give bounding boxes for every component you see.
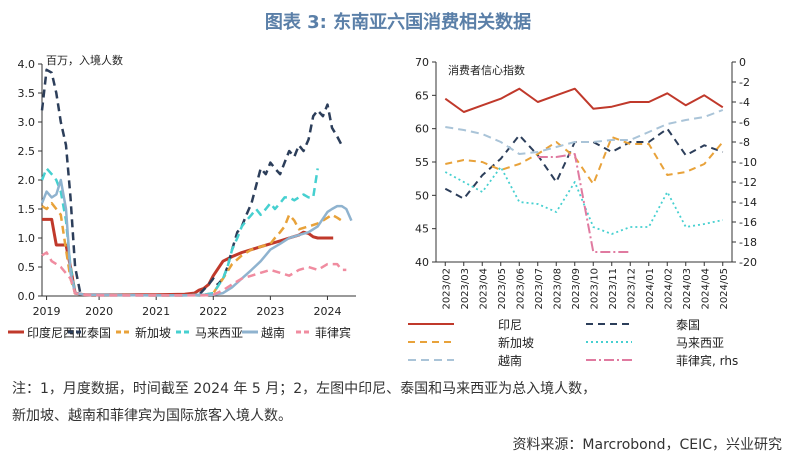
left-chart-title: 百万，入境人数 <box>46 53 123 67</box>
x-tick-label: 2024/03 <box>682 268 693 310</box>
x-tick-label: 2023/08 <box>552 268 563 310</box>
x-tick-label: 2023/12 <box>626 268 637 310</box>
series-line-菲律宾 <box>41 251 347 297</box>
x-tick-label: 2023/04 <box>478 268 489 310</box>
series-line-越南 <box>445 109 724 155</box>
x-tick-label: 2019 <box>33 305 61 318</box>
series-line-越南 <box>40 178 353 297</box>
right-y-tick-label: -8 <box>739 136 750 149</box>
right-chart-title: 消费者信心指数 <box>448 63 525 77</box>
x-tick-label: 2023/09 <box>571 268 582 310</box>
legend-label: 马来西亚 <box>676 336 724 350</box>
series-line-新加坡 <box>41 201 343 297</box>
legend-label: 越南 <box>261 325 285 340</box>
legend-label: 新加坡 <box>135 325 171 340</box>
x-tick-label: 2023/02 <box>441 268 452 310</box>
left-y-tick-label: 55 <box>415 156 429 169</box>
right-y-tick-label: -12 <box>739 176 757 189</box>
legend-label: 泰国 <box>676 318 700 332</box>
x-tick-label: 2024 <box>313 305 341 318</box>
x-tick-label: 2024/01 <box>645 268 656 310</box>
left-y-tick-label: 40 <box>415 256 429 269</box>
consumer-confidence-chart: 40455055606570-20-18-16-14-12-10-8-6-4-2… <box>408 56 757 368</box>
x-tick-label: 2024/04 <box>700 268 711 310</box>
x-tick-label: 2023 <box>256 305 284 318</box>
x-tick-label: 2022 <box>199 305 227 318</box>
y-tick-label: 3.0 <box>18 116 36 129</box>
series-line-印尼 <box>444 87 724 113</box>
right-y-tick-label: -6 <box>739 116 750 129</box>
y-tick-label: 2.0 <box>18 174 36 187</box>
y-tick-label: 0.5 <box>18 261 36 274</box>
x-tick-label: 2023/05 <box>497 268 508 310</box>
right-y-tick-label: -14 <box>739 196 757 209</box>
right-y-tick-label: -20 <box>739 256 757 269</box>
x-tick-label: 2023/03 <box>460 268 471 310</box>
series-line-印度尼西亚 <box>42 217 334 297</box>
right-y-tick-label: -18 <box>739 236 757 249</box>
x-tick-label: 2023/06 <box>515 268 526 310</box>
y-tick-label: 1.0 <box>18 232 36 245</box>
x-tick-label: 2023/07 <box>534 268 545 310</box>
footnote-line-1: 注：1，月度数据，时间截至 2024 年 5 月；2，左图中印尼、泰国和马来西亚… <box>12 381 597 397</box>
series-line-泰国 <box>40 68 343 297</box>
legend-label: 菲律宾, rhs <box>676 353 738 368</box>
x-tick-label: 2021 <box>142 305 170 318</box>
left-y-tick-label: 65 <box>415 89 429 102</box>
y-tick-label: 4.0 <box>18 58 36 71</box>
x-tick-label: 2020 <box>85 305 113 318</box>
x-tick-label: 2023/10 <box>589 268 600 310</box>
series-line-马来西亚 <box>40 167 319 297</box>
left-y-tick-label: 50 <box>415 189 429 202</box>
right-y-tick-label: -10 <box>739 156 757 169</box>
series-line-菲律宾, rhs <box>537 153 631 253</box>
x-tick-label: 2024/05 <box>719 268 730 310</box>
right-y-tick-label: 0 <box>739 56 746 69</box>
footnote-line-2: 新加坡、越南和菲律宾为国际旅客入境人数。 <box>12 408 292 424</box>
source-credit: 资料来源：Marcrobond，CEIC，兴业研究 <box>512 437 782 453</box>
x-tick-label: 2024/02 <box>663 268 674 310</box>
y-tick-label: 2.5 <box>18 145 36 158</box>
right-y-tick-label: -4 <box>739 96 750 109</box>
legend-label: 新加坡 <box>498 335 534 350</box>
legend-label: 马来西亚 <box>195 326 243 340</box>
legend-label: 印度尼西亚 <box>27 325 87 340</box>
series-line-新加坡 <box>445 136 724 185</box>
legend-label: 泰国 <box>87 326 111 340</box>
y-tick-label: 1.5 <box>18 203 36 216</box>
legend-label: 印尼 <box>498 318 522 332</box>
inbound-arrivals-chart: 百万，入境人数 0.0 0.5 1.0 1.5 2.0 2.5 3.0 3.5 4.0 2019 20… <box>8 53 356 340</box>
left-y-tick-label: 45 <box>415 223 429 236</box>
page-title: 图表 3: 东南亚六国消费相关数据 <box>264 12 532 33</box>
x-tick-label: 2023/11 <box>608 268 619 310</box>
left-y-tick-label: 60 <box>415 123 429 136</box>
right-y-tick-label: -16 <box>739 216 757 229</box>
right-y-tick-label: -2 <box>739 76 750 89</box>
legend-label: 越南 <box>498 353 522 368</box>
legend-label: 菲律宾 <box>315 325 351 340</box>
y-tick-label: 0.0 <box>18 290 36 303</box>
left-y-tick-label: 70 <box>415 56 429 69</box>
series-line-马来西亚 <box>444 166 723 235</box>
y-tick-label: 3.5 <box>18 87 36 100</box>
